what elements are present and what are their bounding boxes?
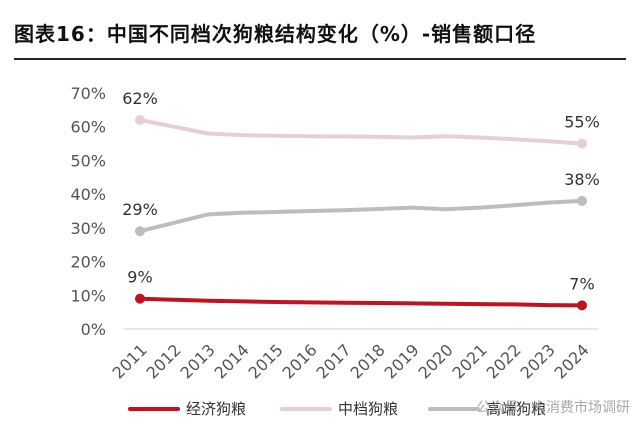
series-line-1	[138, 296, 584, 308]
data-label: 55%	[564, 113, 600, 132]
data-label: 62%	[122, 89, 158, 108]
series-point	[577, 300, 587, 311]
y-tick-label: 40%	[70, 185, 106, 204]
series-point	[135, 293, 145, 304]
y-tick-label: 70%	[70, 84, 106, 103]
data-label: 7%	[569, 274, 594, 293]
data-label: 9%	[127, 268, 152, 287]
legend-label-1: 经济狗粮	[186, 400, 246, 418]
series-point	[577, 195, 587, 206]
watermark-text: 公众号 · 大消费市场调研	[477, 399, 630, 416]
y-tick-label: 0%	[81, 320, 106, 339]
series-point	[577, 138, 587, 149]
x-tick-label: 2021	[449, 340, 491, 382]
x-tick-label: 2015	[245, 340, 287, 382]
x-tick-label: 2018	[347, 340, 389, 382]
chart-title: 图表16：中国不同档次狗粮结构变化（%）-销售额口径	[14, 22, 537, 46]
title-divider	[14, 58, 626, 60]
y-tick-label: 10%	[70, 286, 106, 305]
x-tick-label: 2016	[279, 340, 321, 382]
y-tick-label: 60%	[70, 118, 106, 137]
data-label: 38%	[564, 170, 600, 189]
x-tick-label: 2012	[143, 340, 185, 382]
y-tick-label: 20%	[70, 253, 106, 272]
x-tick-label: 2024	[551, 340, 593, 382]
series-point	[135, 114, 145, 125]
x-tick-label: 2014	[211, 340, 253, 382]
x-tick-label: 2019	[381, 340, 423, 382]
x-tick-label: 2013	[177, 340, 219, 382]
series-point	[135, 226, 145, 237]
y-tick-label: 30%	[70, 219, 106, 238]
x-tick-label: 2011	[109, 340, 151, 382]
x-tick-label: 2022	[483, 340, 525, 382]
data-label: 29%	[122, 200, 158, 219]
x-tick-label: 2017	[313, 340, 355, 382]
legend-label-3: 高端狗粮	[486, 400, 546, 418]
series-line-2	[138, 118, 584, 146]
series-line-3	[138, 198, 584, 234]
x-tick-label: 2023	[517, 340, 559, 382]
x-tick-label: 2020	[415, 340, 457, 382]
y-tick-label: 50%	[70, 151, 106, 170]
legend-label-2: 中档狗粮	[338, 400, 398, 418]
